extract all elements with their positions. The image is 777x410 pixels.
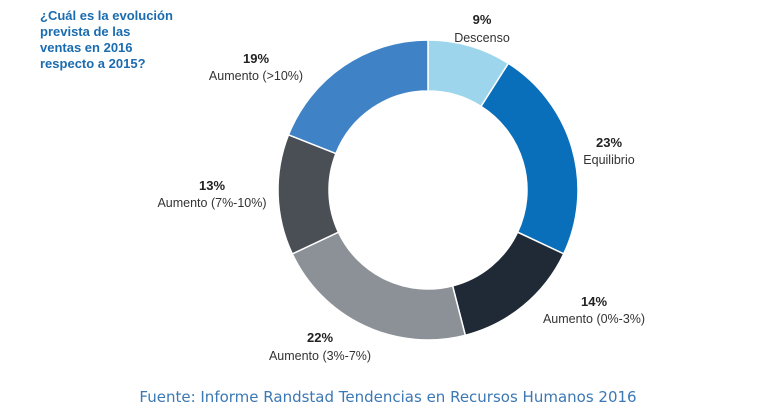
chart-title-line: ¿Cuál es la evolución <box>40 8 173 23</box>
slice-value-label: 9% <box>473 12 492 27</box>
slice-category-label: Equilibrio <box>583 153 634 167</box>
donut-slice <box>291 231 467 341</box>
source-caption: Fuente: Informe Randstad Tendencias en R… <box>139 388 636 406</box>
slice-value-label: 13% <box>199 178 225 193</box>
slice-category-label: Aumento (>10%) <box>209 69 303 83</box>
slice-category-label: Aumento (7%-10%) <box>157 196 266 210</box>
chart-title-line: prevista de las <box>40 24 130 39</box>
slice-labels: 9% Descenso 23% Equilibrio 14% Aumento (0%-3%… <box>157 12 645 363</box>
slice-category-label: Descenso <box>454 31 510 45</box>
chart-title-line: ventas en 2016 <box>40 40 133 55</box>
slice-value-label: 19% <box>243 51 269 66</box>
slice-category-label: Aumento (3%-7%) <box>269 349 371 363</box>
chart-title-line: respecto a 2015? <box>40 56 146 71</box>
slice-value-label: 22% <box>307 330 333 345</box>
donut-slices <box>277 39 579 341</box>
slice-value-label: 23% <box>596 135 622 150</box>
slice-value-label: 14% <box>581 294 607 309</box>
donut-slice <box>287 39 429 155</box>
donut-slice <box>277 133 340 255</box>
donut-slice <box>480 62 579 255</box>
chart-title: ¿Cuál es la evolución prevista de las ve… <box>40 8 173 71</box>
slice-category-label: Aumento (0%-3%) <box>543 312 645 326</box>
